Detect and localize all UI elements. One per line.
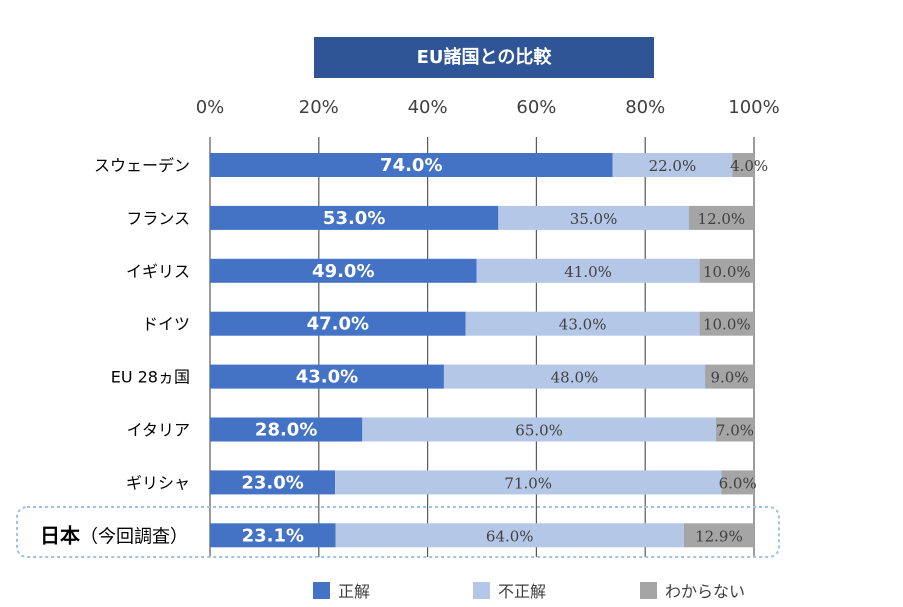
bar-segment: [335, 523, 684, 548]
data-label: 10.0%: [703, 263, 751, 281]
bar-segment: [443, 364, 706, 389]
data-label: 10.0%: [703, 316, 751, 334]
data-label: 35.0%: [570, 210, 618, 228]
category-label: イギリス: [126, 262, 190, 281]
x-tick-label: 80%: [625, 97, 665, 118]
bar-segment: [335, 470, 722, 495]
data-label: 41.0%: [564, 263, 612, 281]
data-label: 49.0%: [312, 261, 374, 282]
bar-row: 28.0% 65.0% 7.0%: [210, 417, 754, 442]
category-label: イタリア: [127, 421, 190, 440]
category-label: フランス: [126, 209, 190, 228]
bar-segment: [705, 364, 754, 389]
x-tick-label: 100%: [728, 97, 779, 118]
bar-segment: [721, 470, 754, 495]
bar-segment: [683, 523, 754, 548]
data-label: 28.0%: [255, 420, 317, 441]
x-tick-label: 20%: [299, 97, 339, 118]
bar-segment: [498, 205, 689, 230]
legend-swatch: [640, 582, 657, 599]
legend-label: 不正解: [498, 582, 546, 601]
data-label: 74.0%: [380, 155, 442, 176]
bar-segment: [699, 258, 754, 283]
bar-row: 23.0% 71.0% 6.0%: [210, 470, 757, 495]
data-label: 48.0%: [551, 369, 599, 387]
legend-label: 正解: [338, 582, 370, 601]
title-box: [314, 37, 654, 78]
data-label: 12.9%: [695, 527, 743, 545]
bar-segment: [210, 153, 613, 177]
bar-segment: [210, 470, 336, 495]
legend-swatch: [473, 582, 490, 599]
data-label: 9.0%: [710, 369, 748, 387]
bar-row: 49.0% 41.0% 10.0%: [210, 258, 754, 283]
bar-segment: [210, 364, 444, 389]
category-label-suffix: （今回調査）: [80, 526, 188, 547]
x-axis-ticks: 0% 20% 40% 60% 80% 100%: [196, 97, 780, 118]
legend-swatch: [313, 582, 330, 599]
data-label: 23.1%: [242, 525, 304, 546]
bar-segment: [476, 258, 700, 283]
bar-row: 74.0% 22.0% 4.0%: [210, 153, 768, 177]
bar-segment: [362, 417, 716, 442]
bar-segment: [688, 205, 754, 230]
data-label: 4.0%: [730, 157, 768, 175]
bar-segment: [210, 311, 466, 336]
legend-item: わからない: [640, 582, 745, 601]
data-label: 43.0%: [559, 316, 607, 334]
category-label: ドイツ: [142, 315, 190, 334]
bars: 74.0% 22.0% 4.0% 53.0% 35.0% 12.0% 49.0% 41.0% 1…: [210, 153, 768, 548]
bar-row: 47.0% 43.0% 10.0%: [210, 311, 754, 336]
category-label: EU 28ヵ国: [111, 368, 190, 387]
category-label-highlight: 日本（今回調査）: [40, 523, 188, 547]
chart-title: EU諸国との比較: [314, 37, 654, 78]
category-label: スウェーデン: [94, 156, 190, 175]
bar-row: 43.0% 48.0% 9.0%: [210, 364, 754, 389]
bar-segment: [715, 417, 754, 442]
data-label: 6.0%: [719, 474, 757, 492]
data-label: 7.0%: [716, 422, 754, 440]
data-label: 12.0%: [698, 210, 746, 228]
bar-segment: [699, 311, 754, 336]
x-tick-label: 0%: [196, 97, 225, 118]
data-label: 43.0%: [296, 367, 358, 388]
data-label: 23.0%: [241, 472, 303, 493]
bar-row: 53.0% 35.0% 12.0%: [210, 205, 754, 230]
data-label: 65.0%: [515, 422, 563, 440]
bar-segment: [612, 153, 733, 177]
legend: 正解 不正解 わからない: [313, 582, 745, 601]
x-tick-label: 40%: [408, 97, 448, 118]
category-label: ギリシャ: [126, 473, 190, 492]
category-label-main: 日本: [40, 523, 80, 547]
title-text: EU諸国との比較: [417, 46, 553, 68]
bar-segment: [732, 153, 754, 177]
bar-segment: [210, 523, 336, 548]
bar-segment: [210, 205, 499, 230]
legend-label: わからない: [665, 582, 745, 601]
data-label: 64.0%: [486, 527, 534, 545]
x-tick-label: 60%: [516, 97, 556, 118]
bar-segment: [210, 417, 363, 442]
data-label: 22.0%: [649, 157, 697, 175]
data-label: 71.0%: [504, 474, 552, 492]
data-label: 47.0%: [307, 314, 369, 335]
legend-item: 正解: [313, 582, 370, 601]
bar-segment: [465, 311, 700, 336]
bar-row: 23.1% 64.0% 12.9%: [210, 523, 754, 548]
data-label: 53.0%: [323, 208, 385, 229]
bar-segment: [210, 258, 477, 283]
legend-item: 不正解: [473, 582, 546, 601]
